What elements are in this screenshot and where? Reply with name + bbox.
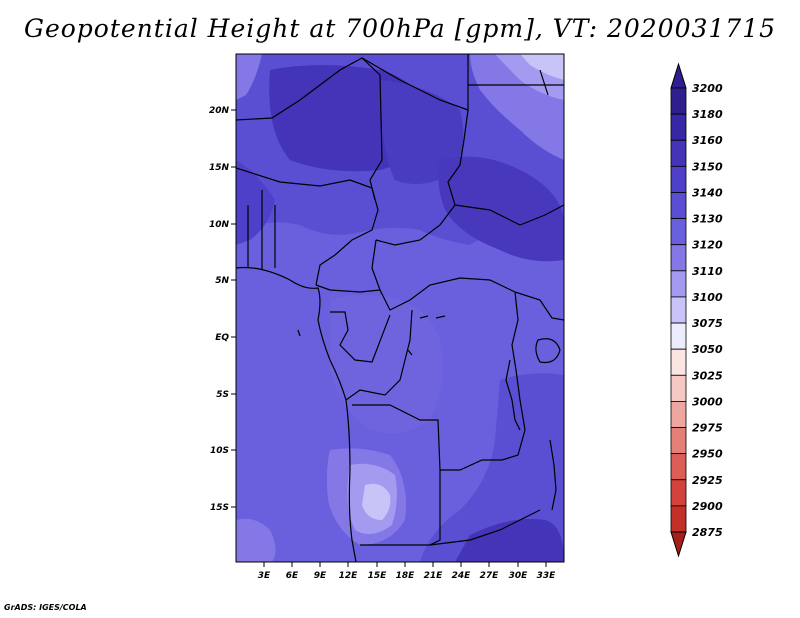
lat-labels: 20N 15N 10N 5N EQ 5S 10S 15S [209, 106, 230, 513]
colorbar-label: 3075 [692, 317, 723, 330]
colorbar-label: 2975 [692, 422, 723, 435]
colorbar-segment [670, 479, 687, 507]
colorbar-label: 3050 [692, 343, 723, 356]
colorbar-segment [670, 218, 687, 246]
colorbar-label: 3025 [692, 369, 723, 382]
border-uganda-kenya [514, 291, 564, 321]
lat-axis [231, 109, 236, 508]
lon-label: 30E [509, 571, 529, 581]
border-west-states [247, 190, 276, 270]
border-niger-nigeria [236, 167, 373, 189]
border-zambia-south [429, 509, 541, 546]
border-angola-zambia [360, 470, 441, 546]
colorbar-segment [670, 270, 687, 298]
colorbar-label: 3160 [692, 134, 723, 147]
lakes-central [297, 315, 446, 356]
lake-victoria [535, 338, 561, 364]
colorbar-segment [670, 139, 687, 167]
border-drc-west [345, 309, 413, 401]
lon-label: 15E [368, 571, 388, 581]
colorbar-label: 2900 [692, 500, 723, 513]
colorbar-segment [670, 244, 687, 272]
colorbar-label: 3100 [692, 291, 723, 304]
border-cameroon-gabon [315, 284, 381, 293]
border-congo-gabon [330, 311, 391, 363]
lat-label: 10N [209, 220, 230, 230]
field-core-southeast [455, 519, 564, 562]
colorbar-segment [670, 296, 687, 324]
lon-label: 24E [452, 571, 472, 581]
lon-labels: 3E 6E 9E 12E 15E 18E 21E 24E 27E 30E 33E [258, 571, 556, 581]
chart-title: Geopotential Height at 700hPa [gpm], VT:… [23, 14, 777, 43]
colorbar-top-arrow [670, 62, 687, 89]
border-south-sudan [454, 204, 564, 226]
lake-tanganyika [505, 359, 521, 431]
lat-label: 5S [216, 390, 229, 400]
border-drc-angola [352, 404, 502, 471]
colorbar-label: 3180 [692, 108, 723, 121]
lat-label: EQ [215, 333, 229, 343]
field-low-northwest [236, 54, 262, 100]
field-core-west [236, 160, 275, 245]
lon-label: 18E [396, 571, 416, 581]
border-drc-east [501, 291, 526, 461]
lon-label: 12E [339, 571, 359, 581]
border-sudan-east [468, 69, 564, 96]
height-field [236, 54, 564, 562]
colorbar-label: 2950 [692, 448, 723, 461]
field-high-southeast [420, 373, 564, 562]
lon-label: 6E [286, 571, 299, 581]
colorbar-label: 3150 [692, 160, 723, 173]
lon-label: 9E [314, 571, 327, 581]
lon-label: 3E [258, 571, 271, 581]
coastline-west-africa [236, 266, 357, 562]
colorbar-bottom-arrow [670, 531, 687, 558]
colorbar-segment [670, 192, 687, 219]
colorbar-segment [670, 87, 687, 115]
colorbar-segment [670, 348, 687, 376]
country-borders [236, 54, 564, 562]
lon-axis [263, 562, 547, 567]
field-low-central [330, 295, 444, 434]
colorbar-segment [670, 453, 687, 481]
colorbar-label: 3200 [692, 82, 723, 95]
colorbar-segment [670, 113, 687, 141]
lat-label: 5N [215, 276, 229, 286]
footer-credit: GrADS: IGES/COLA [4, 603, 87, 612]
colorbar: 3200 3180 3160 3150 3140 3130 3120 3110 3100 3075… [670, 62, 723, 558]
lat-label: 15N [209, 163, 230, 173]
colorbar-segment [670, 427, 687, 455]
lon-label: 21E [424, 571, 444, 581]
colorbar-segment [670, 322, 687, 350]
field-core-sahara [380, 80, 464, 184]
colorbar-label: 2925 [692, 474, 723, 487]
lon-label: 27E [480, 571, 500, 581]
colorbar-label: 3120 [692, 239, 723, 252]
field-core-chad [438, 156, 564, 262]
field-min-northeast [520, 54, 564, 80]
lat-label: 10S [210, 446, 229, 456]
colorbar-label: 3110 [692, 265, 723, 278]
field-low-southwest [236, 518, 276, 562]
lat-label: 20N [209, 106, 230, 116]
colorbar-label: 3000 [692, 395, 723, 408]
lake-malawi [549, 439, 557, 511]
field-lowest-angola [362, 483, 391, 520]
lon-label: 33E [537, 571, 557, 581]
colorbar-segment [670, 401, 687, 428]
colorbar-segment [670, 374, 687, 402]
colorbar-label: 2875 [692, 526, 723, 539]
border-nigeria-cameroon [315, 187, 379, 286]
border-car [371, 239, 516, 311]
border-niger-chad [361, 57, 383, 201]
colorbar-label: 3130 [692, 213, 723, 226]
colorbar-segment [670, 505, 687, 533]
colorbar-segment [670, 165, 687, 193]
colorbar-label: 3140 [692, 186, 723, 199]
lat-label: 15S [210, 503, 229, 513]
map-frame [235, 53, 565, 563]
